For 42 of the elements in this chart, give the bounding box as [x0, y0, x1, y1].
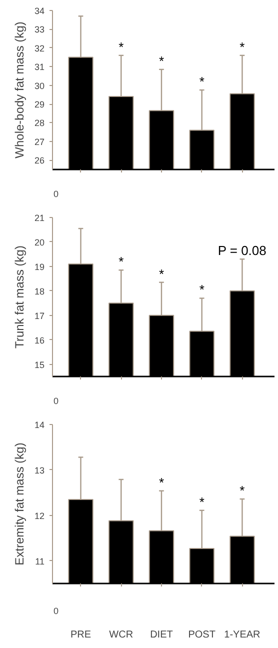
x-tick-label: POST — [188, 630, 216, 640]
annotation: P = 0.08 — [218, 243, 266, 258]
y-axis-title: Extremity fat mass (kg) — [12, 442, 26, 566]
text: 0 — [54, 396, 59, 406]
y-tick-label: 14 — [34, 420, 45, 430]
y-axis-title: Trunk fat mass (kg) — [12, 246, 26, 348]
y-tick-label: 29 — [34, 100, 45, 110]
text: 0 — [54, 606, 59, 616]
annotation: * — [158, 474, 164, 490]
x-tick-label: DIET — [150, 630, 173, 640]
annotation: * — [158, 53, 164, 68]
y-axis-title: Whole-body fat mass (kg) — [12, 22, 26, 158]
y-tick-label: 26 — [34, 156, 45, 166]
text: 0 — [54, 189, 59, 200]
x-tick-label: 1-YEAR — [224, 630, 260, 640]
y-tick-label: 31 — [34, 62, 45, 72]
annotation: * — [240, 39, 245, 54]
y-tick-label: 34 — [34, 6, 45, 16]
y-tick-label: 20 — [34, 237, 45, 248]
y-tick-label: 12 — [34, 510, 45, 521]
y-tick-label: 17 — [34, 310, 45, 321]
y-tick-label: 33 — [34, 24, 45, 35]
annotation: * — [199, 74, 204, 89]
y-tick-label: 15 — [34, 360, 45, 370]
y-tick-label: 27 — [34, 136, 45, 147]
y-tick-label: 30 — [34, 80, 45, 91]
annotation: * — [199, 282, 204, 298]
y-tick-label: 13 — [34, 465, 45, 476]
y-tick-label: 18 — [34, 286, 45, 296]
x-tick-label: WCR — [109, 630, 134, 640]
annotation: * — [158, 266, 164, 282]
y-tick-label: 28 — [34, 118, 45, 128]
annotation: * — [240, 483, 245, 498]
annotation: * — [118, 39, 124, 54]
annotation: * — [118, 254, 124, 270]
y-tick-label: 11 — [35, 556, 44, 566]
y-tick-label: 32 — [34, 43, 45, 54]
y-tick-label: 19 — [34, 262, 45, 272]
x-tick-label: PRE — [70, 630, 92, 640]
y-tick-label: 21 — [34, 213, 45, 223]
y-tick-label: 16 — [34, 335, 45, 346]
annotation: * — [199, 494, 204, 510]
